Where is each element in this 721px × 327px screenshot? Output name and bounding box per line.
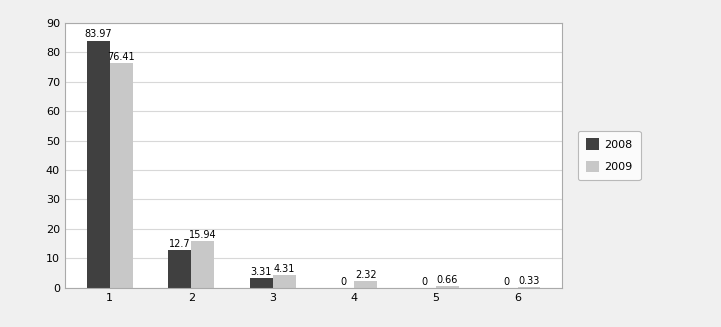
Text: 0.66: 0.66: [437, 275, 458, 284]
Text: 0: 0: [422, 277, 428, 286]
Text: 15.94: 15.94: [189, 230, 216, 240]
Text: 76.41: 76.41: [107, 52, 135, 62]
Text: 0.33: 0.33: [518, 276, 539, 285]
Text: 83.97: 83.97: [84, 29, 112, 40]
Text: 4.31: 4.31: [273, 264, 295, 274]
Bar: [273, 275, 296, 288]
Bar: [250, 278, 273, 288]
Bar: [518, 287, 540, 288]
Text: 2.32: 2.32: [355, 270, 376, 280]
Text: 0: 0: [503, 277, 509, 286]
Text: 0: 0: [340, 277, 346, 286]
Bar: [110, 63, 133, 288]
Text: 3.31: 3.31: [251, 267, 272, 277]
Bar: [169, 250, 191, 288]
Text: 12.7: 12.7: [169, 239, 190, 249]
Legend: 2008, 2009: 2008, 2009: [578, 130, 640, 180]
Bar: [436, 286, 459, 288]
Bar: [87, 41, 110, 288]
Bar: [355, 281, 377, 288]
Bar: [191, 241, 214, 288]
